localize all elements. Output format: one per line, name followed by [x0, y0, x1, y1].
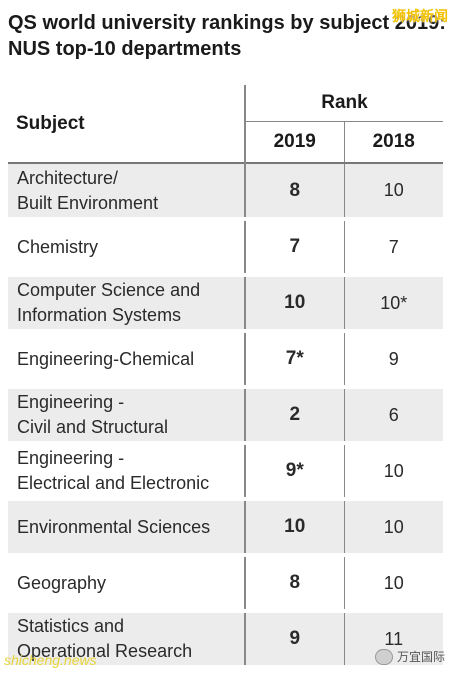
subject-line: Computer Science and: [17, 280, 201, 300]
rank-2018-cell: 10: [343, 163, 443, 221]
rank-2019-cell: 8: [244, 555, 344, 613]
table-row: Computer Science and Information Systems…: [8, 275, 443, 333]
rank-column-header: Rank: [244, 85, 443, 122]
rank-2019-cell: 9*: [244, 443, 344, 501]
subject-line: Engineering -: [17, 392, 125, 412]
subject-line: Electrical and Electronic: [17, 473, 210, 493]
subject-cell: Engineering - Electrical and Electronic: [8, 443, 245, 501]
rank-2019-cell: 10: [244, 275, 344, 333]
table-row: Statistics and Operational Research 9 11: [8, 611, 443, 669]
table-row: Engineering - Electrical and Electronic …: [8, 443, 443, 501]
rank-2018-cell: 10: [343, 499, 443, 557]
subject-line: Built Environment: [17, 192, 159, 213]
rank-2018-cell: 10: [343, 555, 443, 613]
table-row: Architecture/ Built Environment 8 10: [8, 163, 443, 221]
year-header-2018: 2018: [343, 121, 443, 163]
subject-cell: Engineering-Chemical: [8, 331, 245, 389]
rank-2018-cell: 7: [343, 219, 443, 277]
subject-line: Statistics and: [17, 616, 125, 636]
year-header-2019: 2019: [244, 121, 344, 163]
watermark-top-right: 狮城新闻: [392, 8, 448, 24]
watermark-bottom-left: shicheng.news: [4, 652, 97, 668]
subject-line: Geography: [17, 572, 107, 593]
watermark-bottom-right-text: 万宜国际: [397, 650, 446, 664]
subject-line: Civil and Structural: [17, 417, 169, 437]
rank-2019-cell: 7: [244, 219, 344, 277]
subject-line: Architecture/: [17, 167, 119, 188]
rank-2019-cell: 2: [244, 387, 344, 445]
subject-line: Information Systems: [17, 305, 182, 325]
subject-line: Operational Research: [17, 641, 193, 661]
subject-column-header: Subject: [16, 112, 85, 134]
rank-2019-cell: 8: [244, 163, 344, 221]
subject-line: Chemistry: [17, 236, 99, 257]
table-row: Geography 8 10: [8, 555, 443, 613]
subject-cell: Computer Science and Information Systems: [8, 275, 245, 333]
rankings-table: Subject Rank 2019 2018 Architecture/ Bui…: [8, 85, 443, 669]
table-row: Environmental Sciences 10 10: [8, 499, 443, 557]
wechat-icon: [375, 648, 393, 665]
page-title: QS world university rankings by subject …: [8, 10, 448, 62]
subject-line: Environmental Sciences: [17, 516, 211, 537]
watermark-bottom-right: 万宜国际: [375, 648, 445, 665]
rank-2019-cell: 10: [244, 499, 344, 557]
subject-cell: Geography: [8, 555, 245, 613]
rank-2018-cell: 10: [343, 443, 443, 501]
subject-line: Engineering-Chemical: [17, 348, 195, 369]
subject-cell: Statistics and Operational Research: [8, 611, 245, 669]
table-row: Engineering - Civil and Structural 2 6: [8, 387, 443, 445]
rank-2018-cell: 10*: [343, 275, 443, 333]
subject-cell: Engineering - Civil and Structural: [8, 387, 245, 445]
subject-line: Engineering -: [17, 448, 125, 468]
subject-cell: Environmental Sciences: [8, 499, 245, 557]
rank-2019-cell: 7*: [244, 331, 344, 389]
subject-cell: Architecture/ Built Environment: [8, 163, 245, 221]
rank-2018-cell: 6: [343, 387, 443, 445]
rank-2019-cell: 9: [244, 611, 344, 669]
subject-cell: Chemistry: [8, 219, 245, 277]
table-row: Chemistry 7 7: [8, 219, 443, 277]
title-line-1: QS world university rankings by subject …: [8, 12, 446, 34]
title-line-2: NUS top-10 departments: [8, 38, 242, 60]
table-row: Engineering-Chemical 7* 9: [8, 331, 443, 389]
rank-2018-cell: 9: [343, 331, 443, 389]
rank-2018-cell: 11: [343, 611, 443, 669]
